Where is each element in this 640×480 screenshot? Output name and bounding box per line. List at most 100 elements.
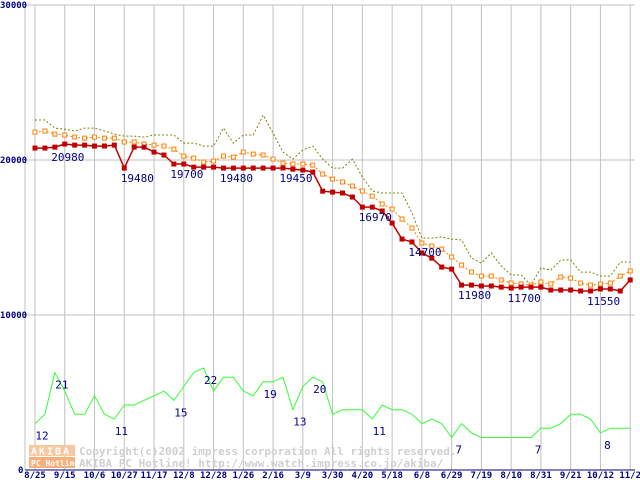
min-annotation: 16970 [359,211,392,224]
series-min-point [627,277,633,283]
series-average-point [389,206,395,212]
series-min-point [131,144,137,150]
series-average-point [409,225,415,231]
series-average-point [171,146,177,152]
x-tick-label: 10/6 [84,471,106,480]
series-average-point [498,277,504,283]
series-min-point [111,142,117,148]
shops-annotation: 20 [313,383,326,396]
series-min-point [151,149,157,155]
shops-annotation: 21 [55,379,68,392]
series-min-point [310,169,316,175]
series-min-point [429,255,435,261]
series-average-point [320,171,326,177]
series-min-point [330,189,336,195]
shops-annotation: 8 [604,439,611,452]
series-average-point [340,179,346,185]
series-average-point [72,134,78,140]
series-average-point [429,243,435,249]
series-min-point [558,287,564,293]
series-min-point [389,220,395,226]
series-average-point [349,183,355,189]
min-annotation: 11700 [508,292,541,305]
series-min-point [478,283,484,289]
series-min-point [220,165,226,171]
series-average-point [191,155,197,161]
series-min-point [439,264,445,270]
shops-annotation: 7 [455,444,462,457]
watermark: AKIBA PC Hotline! Copyright(c)2002 impre… [29,445,457,470]
series-min-point [72,142,78,148]
logo-top-text: AKIBA [31,447,71,458]
series-average-point [379,201,385,207]
series-min-point [588,288,594,294]
series-min-point [399,236,405,242]
x-tick-label: 12/28 [200,471,227,480]
series-min-point [191,164,197,170]
series-min-point [101,143,107,149]
series-min-point [161,152,167,158]
x-tick-label: 3/9 [295,471,311,480]
y-tick-label: 30000 [0,1,27,11]
series-average-point [82,135,88,141]
series-min-point [280,165,286,171]
series-min-point [201,164,207,170]
series-average-point [359,188,365,194]
series-average-point [617,273,623,279]
series-average-point [310,162,316,168]
min-annotation: 19480 [121,172,154,185]
series-average-point [538,279,544,285]
series-average-point [478,273,484,279]
grid [24,4,635,470]
series-average-point [92,134,98,140]
series-min-point [548,287,554,293]
series-average-point [260,152,266,158]
y-tick-label: 0 [18,466,23,476]
series-average-point [468,269,474,275]
x-tick-label: 11/2 [619,471,640,480]
series-average-point [270,156,276,162]
series-average-point [508,280,514,286]
series-min-point [340,190,346,196]
shops-annotation: 15 [174,406,187,419]
series-min-point [171,161,177,167]
series-min-point [141,144,147,150]
series-average-point [211,158,217,164]
series-min-point [498,284,504,290]
series-min-point [597,286,603,292]
series-shops-line [34,367,631,439]
series-average-point [459,262,465,268]
series-min-point [468,282,474,288]
url-text: AKIBA PC Hotline! http://www.watch.impre… [79,457,444,470]
series-average-point [290,161,296,167]
x-tick-label: 8/10 [500,471,522,480]
series-average-point [449,254,455,260]
series-average-point [488,273,494,279]
shops-annotation: 13 [293,416,306,429]
series-min-point [518,284,524,290]
series-min-point [52,144,58,150]
x-tick-label: 4/20 [352,471,374,480]
x-tick-label: 7/19 [471,471,493,480]
series-layer [32,114,633,439]
series-average-point [32,129,38,135]
series-min-point [211,164,217,170]
series-min-point [409,239,415,245]
x-tick-label: 9/15 [54,471,76,480]
annotation-layer: 20980 19480 19700 19480 19450 16970 14700 11980… [35,151,620,456]
series-average-point [201,159,207,165]
shops-annotation: 11 [115,425,128,438]
series-min-point [250,165,256,171]
series-average-point [300,161,306,167]
series-min-point [181,161,187,167]
series-average-point [588,282,594,288]
series-min-point [349,194,355,200]
min-annotation: 19450 [279,172,312,185]
copyright-text: Copyright(c)2002 impress corporation All… [79,445,457,458]
logo-bottom-text: PC Hotline! [31,458,84,468]
series-min-point [508,285,514,291]
series-average-point [399,216,405,222]
min-annotation: 11980 [458,289,491,302]
series-average-point [230,154,236,160]
